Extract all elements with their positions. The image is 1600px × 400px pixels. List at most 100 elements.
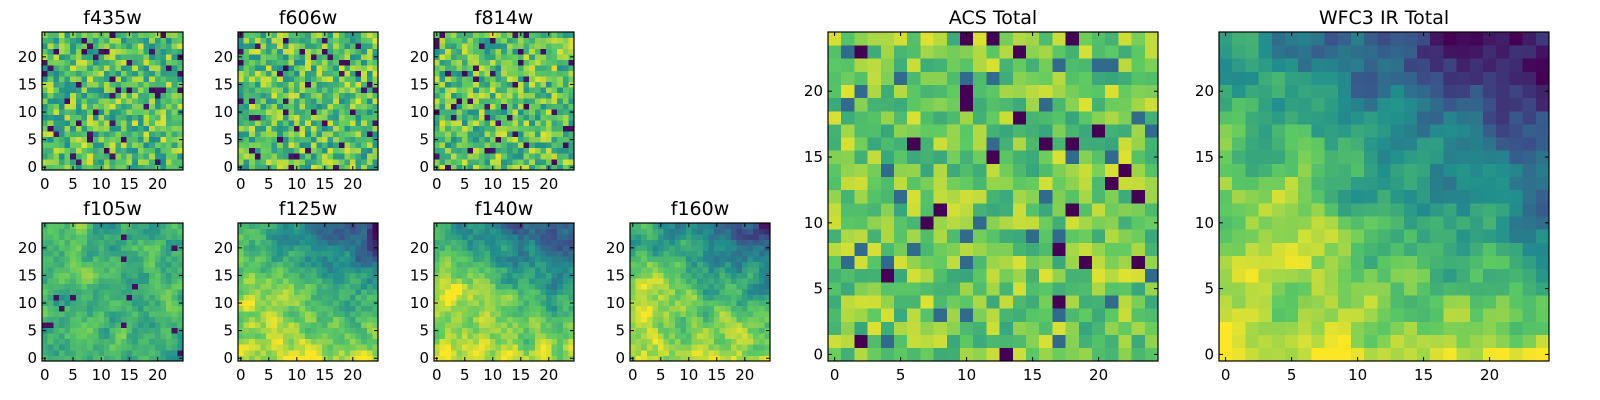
heatmap-cell xyxy=(686,234,692,240)
heatmap-cell xyxy=(143,76,150,82)
heatmap-cell xyxy=(1105,321,1119,335)
heatmap-cell xyxy=(271,256,278,262)
heatmap-cell xyxy=(42,278,48,285)
heatmap-cell xyxy=(92,98,99,105)
heatmap-cell xyxy=(674,333,681,340)
heatmap-cell xyxy=(366,131,373,138)
heatmap-cell xyxy=(501,322,508,329)
heatmap-cell xyxy=(534,54,541,60)
heatmap-cell xyxy=(143,327,150,334)
heatmap-cell xyxy=(98,37,105,44)
heatmap-cell xyxy=(372,294,379,301)
heatmap-cell xyxy=(730,283,737,290)
heatmap-cell xyxy=(495,120,502,127)
heatmap-cell xyxy=(294,261,300,268)
heatmap-cell xyxy=(518,131,524,138)
heatmap-cell xyxy=(880,255,895,270)
heatmap-cell xyxy=(120,158,127,165)
heatmap-cell xyxy=(132,142,139,149)
x-tick-label: 5 xyxy=(460,366,470,384)
heatmap-cell xyxy=(42,153,48,160)
heatmap-cell xyxy=(652,283,659,290)
heatmap-cell xyxy=(551,272,558,279)
heatmap-cell xyxy=(305,349,312,356)
heatmap-cell xyxy=(467,223,474,229)
heatmap-cell xyxy=(243,76,250,82)
heatmap-cell xyxy=(635,245,642,251)
heatmap-cell xyxy=(350,153,356,160)
heatmap-cell xyxy=(702,289,709,296)
heatmap-cell xyxy=(490,261,496,268)
heatmap-cell xyxy=(64,272,71,279)
heatmap-cell xyxy=(529,327,536,334)
heatmap-cell xyxy=(132,245,139,251)
heatmap-cell xyxy=(478,300,485,307)
heatmap-cell xyxy=(81,228,88,235)
heatmap-cell xyxy=(484,136,491,143)
heatmap-cell xyxy=(277,92,284,99)
heatmap-cell xyxy=(630,283,636,290)
heatmap-cell xyxy=(160,322,167,329)
heatmap-cell xyxy=(288,158,295,165)
heatmap-cell xyxy=(143,305,150,312)
heatmap-cell xyxy=(1078,189,1093,204)
heatmap-cell xyxy=(109,153,116,160)
heatmap-cell xyxy=(1092,189,1106,204)
heatmap-cell xyxy=(81,109,88,116)
heatmap-cell xyxy=(512,228,519,235)
heatmap-cell xyxy=(719,322,726,329)
heatmap-cell xyxy=(702,311,709,318)
heatmap-cell xyxy=(445,131,452,138)
heatmap-cell xyxy=(260,92,267,99)
heatmap-cell xyxy=(551,355,558,362)
heatmap-cell xyxy=(484,333,491,340)
heatmap-cell xyxy=(149,92,156,99)
heatmap-cell xyxy=(456,272,463,279)
heatmap-cell xyxy=(171,136,178,143)
heatmap-cell xyxy=(120,294,127,301)
heatmap-cell xyxy=(166,338,173,345)
heatmap-cell xyxy=(294,70,300,77)
heatmap-cell xyxy=(562,311,569,318)
heatmap-cell xyxy=(478,131,485,138)
heatmap-cell xyxy=(529,32,536,38)
heatmap-cell xyxy=(512,81,519,88)
heatmap-cell xyxy=(557,98,564,105)
heatmap-cell xyxy=(277,59,284,66)
heatmap-cell xyxy=(305,70,312,77)
heatmap-cell xyxy=(973,295,987,309)
heatmap-cell xyxy=(747,283,754,290)
heatmap-cell xyxy=(506,43,513,49)
heatmap-cell xyxy=(75,153,82,160)
heatmap-cell xyxy=(149,322,156,329)
heatmap-cell xyxy=(143,98,150,105)
heatmap-cell xyxy=(98,234,105,240)
heatmap-cell xyxy=(310,311,317,318)
heatmap-cell xyxy=(568,37,575,44)
heatmap-cell xyxy=(327,250,334,257)
heatmap-cell xyxy=(243,278,250,285)
heatmap-cell xyxy=(506,37,513,44)
heatmap-cell xyxy=(249,267,256,273)
heatmap-cell xyxy=(316,245,323,251)
heatmap-cell xyxy=(294,278,300,285)
heatmap-cell xyxy=(484,223,491,229)
heatmap-cell xyxy=(171,153,178,160)
heatmap-cell xyxy=(680,283,687,290)
heatmap-cell xyxy=(282,239,289,246)
heatmap-cell xyxy=(534,48,541,55)
heatmap-cell xyxy=(149,147,156,154)
heatmap-cell xyxy=(546,338,552,345)
heatmap-cell xyxy=(680,278,687,285)
heatmap-cell xyxy=(160,109,167,116)
heatmap-cell xyxy=(366,120,373,127)
heatmap-cell xyxy=(260,164,267,171)
heatmap-cell xyxy=(70,136,77,143)
heatmap-cell xyxy=(546,98,552,105)
heatmap-cell xyxy=(1052,282,1066,296)
heatmap-cell xyxy=(249,103,256,110)
heatmap-cell xyxy=(53,355,60,362)
heatmap-cell xyxy=(669,261,676,268)
heatmap-cell xyxy=(495,98,502,105)
heatmap-cell xyxy=(316,142,323,149)
